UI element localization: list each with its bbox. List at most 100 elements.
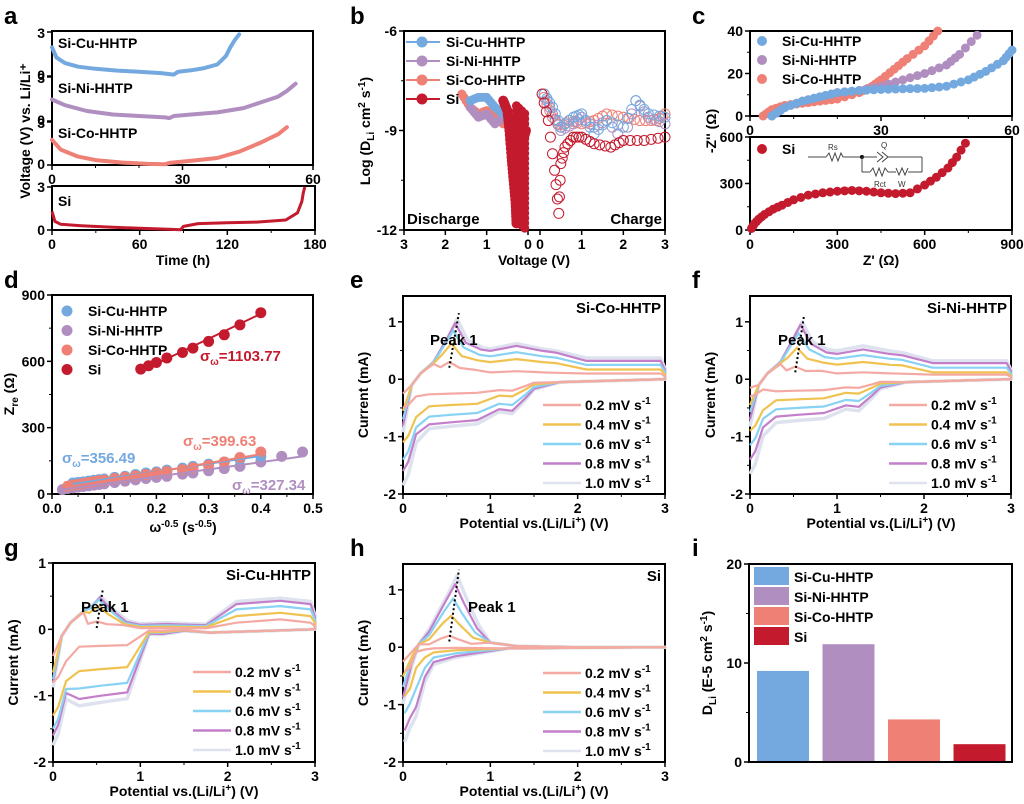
x-tick-label: 0 — [399, 768, 407, 784]
fit-line-si-co-hhtp — [67, 453, 261, 488]
panel-label-h: h — [350, 535, 365, 562]
annotation-charge: Charge — [610, 211, 662, 228]
nyquist-point-si — [832, 186, 842, 196]
nyquist-point-si-cu-hhtp — [934, 82, 944, 92]
peak-1-label: Peak 1 — [430, 332, 478, 349]
legend-marker-si-co-hhtp — [61, 344, 73, 356]
cv-curve-0.2-mv-s — [402, 634, 667, 673]
y-tick-label: -6 — [385, 23, 398, 39]
cv-curve-0.2-mv-s — [749, 363, 1013, 398]
charge-point-si — [558, 147, 570, 159]
x-tick-label: 0.3 — [199, 500, 219, 516]
legend-label-si-cu-hhtp: Si-Cu-HHTP — [794, 569, 873, 585]
x-tick-label: 3 — [661, 768, 669, 784]
nyquist-point-si-ni-hhtp — [972, 30, 982, 40]
x-tick-label: 2 — [574, 500, 582, 516]
legend-label-1: 1.0 mV s-1 — [931, 474, 997, 491]
x-label-rest: (s — [178, 519, 195, 535]
y-tick-label: 900 — [22, 287, 46, 303]
peak-1-trend-line — [794, 315, 805, 373]
x-tick-label: 0 — [746, 500, 754, 516]
x-tick-label: 3 — [1007, 500, 1015, 516]
legend-marker-si-cu-hhtp — [61, 305, 73, 317]
superscript: -1 — [642, 474, 651, 485]
x-tick-label: 3 — [400, 236, 408, 252]
x-label-rest: ) (V) — [581, 515, 608, 531]
x-tick-label: 900 — [1000, 236, 1024, 252]
cv-curve-0.6-mv-s — [748, 332, 1013, 446]
nyquist-point-si-cu-hhtp — [920, 83, 930, 93]
superscript: -1 — [988, 474, 997, 485]
y-tick-label: 1 — [388, 582, 396, 598]
superscript: -1 — [988, 396, 997, 407]
sigma-value: =1103.77 — [219, 348, 281, 365]
y-axis-label: Current (mA) — [5, 619, 21, 705]
x-tick-label-bottom: 0 — [48, 236, 56, 252]
y-tick-label: 3 — [37, 179, 45, 195]
y-tick-label: 600 — [22, 353, 46, 369]
voltage-curve-si-ni-hhtp — [50, 81, 298, 121]
legend-label-0.2: 0.2 mV s-1 — [585, 664, 651, 681]
y-tick-label: -1 — [34, 688, 47, 704]
charge-point-si — [624, 134, 636, 146]
x-tick-label: 0.5 — [303, 500, 323, 516]
legend-marker-si-cu-hhtp — [757, 36, 767, 46]
x-axis-label: Potential vs.(Li/Li+) (V) — [460, 515, 609, 531]
charge-point-si-cu-hhtp — [638, 103, 650, 115]
legend-label-0.6: 0.6 mV s-1 — [931, 435, 997, 452]
charge-point-si-ni-hhtp — [626, 108, 638, 120]
charge-point-si — [547, 148, 558, 160]
legend-marker-si-ni-hhtp — [61, 325, 73, 336]
legend-label-si-cu-hhtp: Si-Cu-HHTP — [446, 34, 525, 50]
nyquist-point-si-cu-hhtp — [847, 86, 857, 96]
nyquist-point-si-co-hhtp — [933, 26, 943, 36]
x-axis-label: Potential vs.(Li/Li+) (V) — [460, 783, 609, 799]
legend-label-0.2: 0.2 mV s-1 — [585, 396, 651, 413]
legend-label-si-ni-hhtp: Si-Ni-HHTP — [446, 53, 521, 69]
legend-label-si-co-hhtp: Si-Co-HHTP — [794, 609, 873, 625]
legend-label-si-co-hhtp: Si-Co-HHTP — [782, 71, 861, 87]
resistor-rs-icon — [825, 151, 844, 163]
x-tick-label: 2 — [224, 768, 232, 784]
nyquist-point-si — [876, 188, 886, 198]
charge-point-si-ni-hhtp — [584, 118, 596, 130]
superscript: -1 — [988, 455, 997, 466]
panel-h-cv-si: -2 -1 0 1 0 1 2 3 Peak 1 Si 0.2 mV s-1 0.4 mV s-1 0.… — [355, 563, 669, 799]
y-tick-label: 0 — [37, 222, 45, 238]
y-tick-label: 3 — [37, 25, 45, 41]
nyquist-point-si — [803, 190, 813, 200]
y-tick-label: 0 — [37, 67, 45, 83]
y-label-rest: (Ω) — [1, 373, 17, 397]
legend-marker-si-ni-hhtp — [757, 55, 767, 65]
panel-label-g: g — [4, 535, 19, 562]
x-tick-label: 0 — [399, 500, 407, 516]
charge-point-si-ni-hhtp — [659, 118, 671, 130]
curve-label-si-co-hhtp: Si-Co-HHTP — [58, 125, 137, 141]
nyquist-point-si-cu-hhtp — [861, 85, 871, 95]
legend-label-0.8: 0.8 mV s-1 — [235, 722, 301, 739]
charge-point-si — [567, 131, 579, 143]
axes-frame — [748, 563, 1013, 763]
x-tick-label: 1 — [136, 768, 144, 784]
charge-point-si — [551, 193, 563, 205]
charge-point-si — [550, 179, 562, 191]
superscript: -1 — [642, 435, 651, 446]
nyquist-point-si-cu-hhtp — [949, 79, 959, 89]
legend-label-si-ni-hhtp: Si-Ni-HHTP — [782, 52, 857, 68]
nyquist-point-si-cu-hhtp — [883, 84, 893, 94]
nyquist-point-si-cu-hhtp — [891, 84, 901, 94]
legend-label-si-cu-hhtp: Si-Cu-HHTP — [88, 303, 167, 319]
charge-point-si — [544, 131, 556, 143]
superscript: -1 — [292, 741, 301, 752]
nyquist-point-si — [956, 145, 966, 155]
fit-line-si — [140, 312, 262, 373]
cv-curve-0.4-mv-s — [51, 604, 317, 717]
x-tick-label: 0.1 — [94, 500, 114, 516]
cv-curve-0.6-mv-s — [51, 598, 317, 730]
nyquist-point-si-cu-hhtp — [956, 77, 966, 87]
x-tick-label: 0.4 — [251, 500, 271, 516]
charge-point-si — [617, 134, 629, 146]
charge-point-si — [631, 134, 643, 146]
charge-point-si — [559, 141, 571, 153]
x-tick-label: 2 — [920, 500, 928, 516]
